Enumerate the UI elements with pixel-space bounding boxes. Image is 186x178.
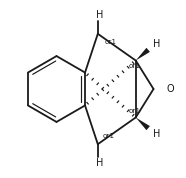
Text: or1: or1 [129,63,141,69]
Text: H: H [96,10,103,20]
Text: or1: or1 [105,39,117,45]
Polygon shape [136,48,150,61]
Text: H: H [153,129,160,139]
Text: H: H [96,158,103,168]
Text: H: H [153,39,160,49]
Text: or1: or1 [102,133,114,139]
Polygon shape [136,117,150,130]
Text: O: O [167,84,174,94]
Text: or1: or1 [129,108,141,114]
